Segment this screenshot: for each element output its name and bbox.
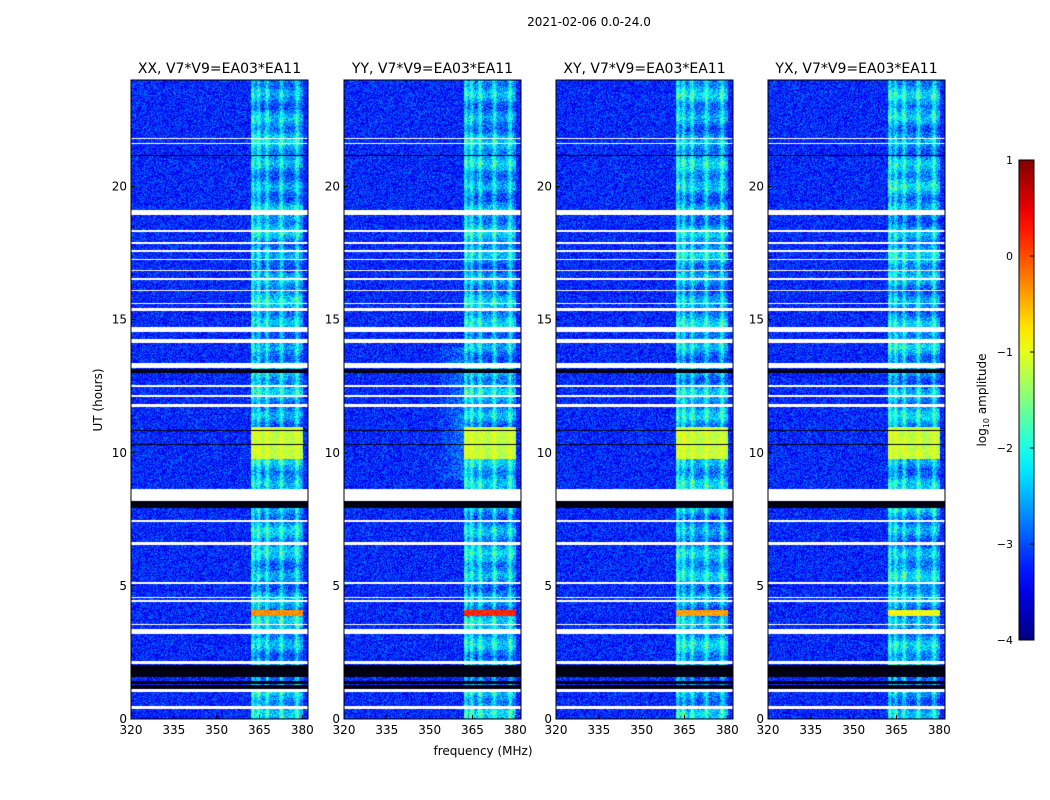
x-tick-label: 335	[587, 723, 610, 737]
x-tick-label: 335	[799, 723, 822, 737]
y-tick-label: 0	[119, 712, 127, 726]
colorbar-tick-label: 1	[1006, 154, 1013, 167]
y-tick-label: 0	[756, 712, 764, 726]
x-tick-label: 380	[291, 723, 314, 737]
x-tick-label: 380	[716, 723, 739, 737]
panel-frame-3	[767, 79, 946, 720]
colorbar-gradient	[1018, 159, 1035, 641]
y-tick-label: 10	[537, 446, 552, 460]
y-tick-label: 15	[325, 313, 340, 327]
x-tick-label: 320	[120, 723, 143, 737]
x-tick-label: 320	[333, 723, 356, 737]
colorbar: 1 0 −1 −2 −3 −4	[997, 154, 1035, 647]
y-tick-label: 15	[537, 313, 552, 327]
x-tick-label: 350	[630, 723, 653, 737]
y-tick-label: 10	[325, 446, 340, 460]
x-tick-label: 350	[842, 723, 865, 737]
x-axis-label: frequency (MHz)	[433, 744, 532, 758]
panel-2: XY, V7*V9=EA03*EA11 320 335 350 365 380 0 5 10 15…	[537, 61, 739, 737]
heatmap-image-2	[556, 80, 733, 719]
panels-group: XX, V7*V9=EA03*EA11 320 335 350 365 380 0 5 10 15…	[112, 61, 951, 737]
y-tick-label: 10	[749, 446, 764, 460]
heatmap-image-0	[131, 80, 308, 719]
x-tick-label: 380	[928, 723, 951, 737]
panel-title-0: XX, V7*V9=EA03*EA11	[138, 61, 301, 77]
x-tick-label: 380	[504, 723, 527, 737]
x-tick-label: 335	[162, 723, 185, 737]
x-tick-label: 365	[673, 723, 696, 737]
colorbar-tick-label: −2	[997, 442, 1013, 455]
figure-title: 2021-02-06 0.0-24.0	[527, 15, 651, 29]
y-tick-label: 20	[325, 180, 340, 194]
x-tick-label: 320	[757, 723, 780, 737]
y-tick-label: 5	[119, 579, 127, 593]
panel-frame-2	[555, 79, 734, 720]
y-tick-label: 20	[537, 180, 552, 194]
y-tick-label: 5	[544, 579, 552, 593]
panel-title-2: XY, V7*V9=EA03*EA11	[563, 61, 725, 77]
colorbar-tick-label: −1	[997, 346, 1013, 359]
x-tick-label: 365	[885, 723, 908, 737]
panel-0: XX, V7*V9=EA03*EA11 320 335 350 365 380 0 5 10 15…	[112, 61, 314, 737]
x-tick-label: 350	[418, 723, 441, 737]
panel-frame-1	[343, 79, 522, 720]
y-tick-label: 0	[332, 712, 340, 726]
y-tick-label: 20	[749, 180, 764, 194]
y-tick-label: 10	[112, 446, 127, 460]
x-tick-label: 365	[248, 723, 271, 737]
heatmap-image-1	[344, 80, 521, 719]
colorbar-label: log10 amplitude	[975, 354, 991, 447]
y-tick-label: 15	[749, 313, 764, 327]
x-tick-label: 350	[205, 723, 228, 737]
x-tick-label: 365	[461, 723, 484, 737]
x-tick-label: 320	[545, 723, 568, 737]
y-tick-label: 5	[756, 579, 764, 593]
heatmap-image-3	[768, 80, 945, 719]
y-tick-label: 5	[332, 579, 340, 593]
colorbar-tick-label: 0	[1006, 250, 1013, 263]
panel-3: YX, V7*V9=EA03*EA11 320 335 350 365 380 0 5 10 15…	[749, 61, 951, 737]
colorbar-tick-label: −4	[997, 634, 1013, 647]
colorbar-tick-label: −3	[997, 538, 1013, 551]
panel-title-1: YY, V7*V9=EA03*EA11	[351, 61, 513, 77]
panel-frame-0	[130, 79, 309, 720]
y-tick-label: 15	[112, 313, 127, 327]
panel-1: YY, V7*V9=EA03*EA11 320 335 350 365 380 0 5 10 15…	[325, 61, 527, 737]
y-axis-label: UT (hours)	[91, 368, 105, 431]
x-tick-label: 335	[375, 723, 398, 737]
panel-title-3: YX, V7*V9=EA03*EA11	[774, 61, 937, 77]
y-tick-label: 20	[112, 180, 127, 194]
y-tick-label: 0	[544, 712, 552, 726]
